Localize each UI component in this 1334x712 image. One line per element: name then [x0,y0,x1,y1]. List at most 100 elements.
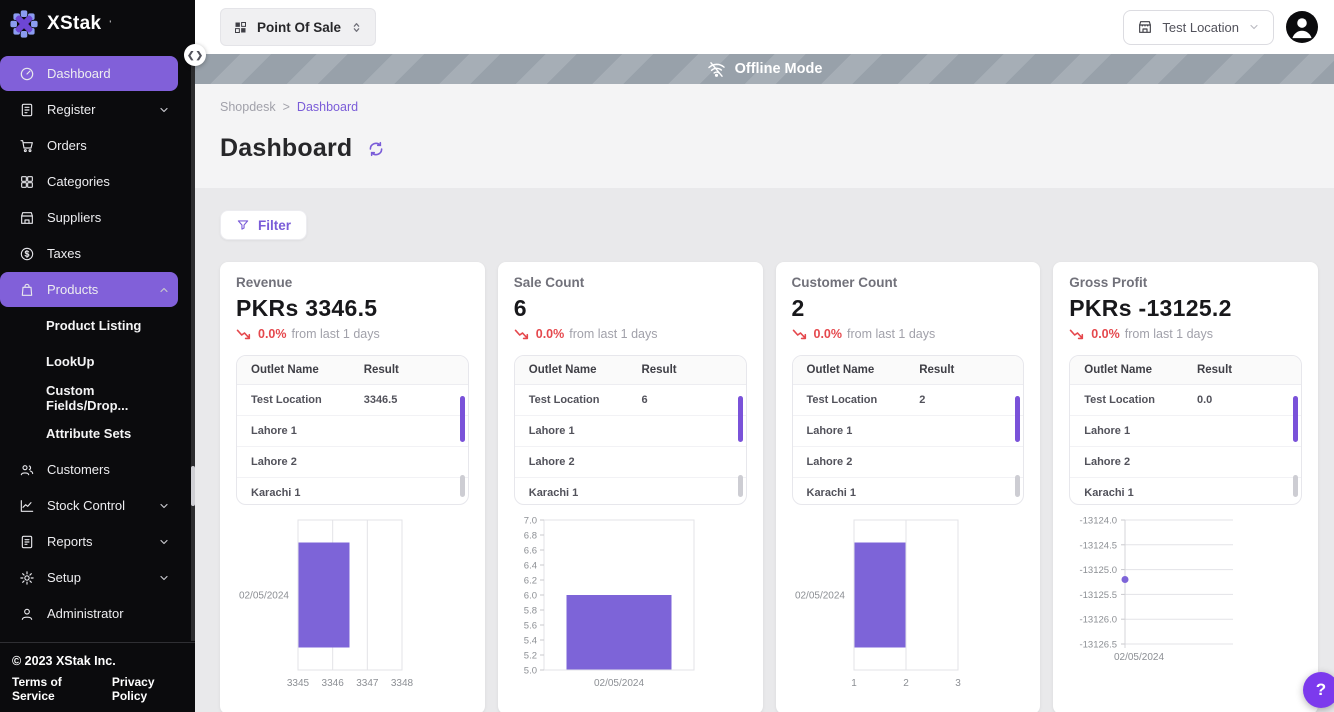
sidebar-item-attribute-sets[interactable]: Attribute Sets [46,426,132,441]
grid-icon [19,174,35,190]
trend-down-icon [792,328,809,341]
trend-caption: from last 1 days [291,327,380,341]
svg-text:6.0: 6.0 [524,591,537,602]
sidebar-item-categories[interactable]: Categories [0,164,178,199]
users-icon [19,462,35,478]
table-scrollbar-thumb[interactable] [1015,396,1021,442]
location-selector[interactable]: Test Location [1123,9,1274,45]
breadcrumb: Shopdesk > Dashboard [220,100,1334,114]
help-button[interactable]: ? [1303,672,1334,708]
chevron-right-icon: ❯ [195,49,204,60]
chevron-down-icon [158,500,170,512]
app-switcher-button[interactable]: Point Of Sale [220,8,377,46]
dollar-icon [19,246,35,262]
grid-icon [233,20,248,35]
outlet-results-table: Outlet Name Result Test Location 6 Lahore … [513,355,747,505]
sidebar-item-register[interactable]: Register [0,92,178,127]
metric-chart: 1 2 3 02/05/2024 [792,512,1025,703]
table-row: Lahore 2 [514,447,746,478]
terms-of-service-link[interactable]: Terms of Service [12,675,62,703]
bag-icon [19,282,35,298]
sidebar-item-custom-fields-drop[interactable]: Custom Fields/Drop... [46,382,129,413]
sidebar-item-product-listing[interactable]: Product Listing [46,318,142,333]
trend-row: 0.0% from last 1 days [236,327,469,341]
table-row: Lahore 1 [792,416,1024,447]
table-scrollbar-end [1015,475,1021,497]
svg-text:-13125.0: -13125.0 [1080,565,1118,576]
table-header-outlet-name: Outlet Name [1084,364,1152,376]
svg-text:2: 2 [903,678,909,689]
copyright-text: © 2023 XStak Inc. [12,654,116,668]
table-scrollbar-thumb[interactable] [459,396,465,442]
table-header-row: Outlet Name Result [792,356,1024,385]
table-header-row: Outlet Name Result [1070,356,1301,385]
chart-line-icon [19,498,35,514]
offline-banner-label: Offline Mode [734,61,823,77]
chevron-up-icon [158,284,170,296]
outlet-results-table: Outlet Name Result Test Location 3346.5 La… [236,355,469,505]
sidebar-item-orders[interactable]: Orders [0,128,178,163]
table-scrollbar-end [737,475,743,497]
table-row: Lahore 1 [1070,416,1301,447]
sidebar-collapse-button[interactable]: ❮ ❯ [184,44,206,66]
wifi-off-icon [707,60,726,79]
main-area: Point Of Sale Test Location [184,0,1334,712]
breadcrumb-separator: > [282,100,290,114]
svg-text:5.6: 5.6 [524,621,537,632]
privacy-policy-link[interactable]: Privacy Policy [111,675,155,703]
table-row: Lahore 2 [792,447,1024,478]
trend-percent: 0.0% [1091,327,1120,341]
trend-down-icon [236,328,253,341]
sidebar-item-taxes[interactable]: Taxes [0,236,178,271]
sidebar-item-lookup[interactable]: LookUp [46,354,95,369]
brand-name: XStak [47,13,102,34]
sidebar-item-reports[interactable]: Reports [0,524,178,559]
trend-row: 0.0% from last 1 days [514,327,747,341]
trend-caption: from last 1 days [1124,327,1213,341]
sidebar-item-suppliers[interactable]: Suppliers [0,200,178,235]
sidebar-item-setup[interactable]: Setup [0,560,178,595]
sidebar-scrollbar[interactable] [191,56,195,641]
svg-text:02/05/2024: 02/05/2024 [794,591,844,602]
card-title: Sale Count [513,275,585,290]
table-row: Lahore 1 [237,416,468,447]
dashboard-content: Filter Revenue PKRs 3346.5 0.0% from las… [195,188,1334,712]
svg-text:-13125.5: -13125.5 [1080,590,1118,601]
table-row: Lahore 1 [514,416,746,447]
table-scrollbar-thumb[interactable] [737,396,743,442]
sidebar-item-products[interactable]: Products [0,272,178,307]
table-row: Test Location 0.0 [1070,385,1301,416]
table-body: Test Location 6 Lahore 1 Lahore 2 Karachi 1 [514,385,746,504]
svg-text:02/05/2024: 02/05/2024 [594,678,644,689]
sidebar-footer: © 2023 XStak Inc. Terms of Service Priva… [0,642,195,712]
table-header-outlet-name: Outlet Name [251,364,319,376]
sidebar-item-dashboard[interactable]: Dashboard [0,56,178,91]
sidebar-nav: Dashboard Register Orders Categories Supplie… [0,48,195,631]
user-avatar[interactable] [1286,11,1318,43]
app-switcher-label: Point Of Sale [257,19,342,35]
metric-card-customer-count: Customer Count 2 0.0% from last 1 days O… [775,262,1041,712]
sidebar-item-customers[interactable]: Customers [0,452,178,487]
filter-button[interactable]: Filter [220,210,308,240]
xstak-logo-icon [9,9,39,39]
table-scrollbar-thumb[interactable] [1293,396,1298,442]
breadcrumb-shopdesk[interactable]: Shopdesk [220,100,276,114]
filter-label: Filter [258,217,292,233]
sidebar: XStak ' Dashboard Register Orders Categorie… [0,0,195,712]
chevron-left-icon: ❮ [186,49,195,60]
sidebar-item-administrator[interactable]: Administrator [0,596,178,631]
person-icon [19,606,35,622]
breadcrumb-dashboard[interactable]: Dashboard [296,100,359,114]
trend-percent: 0.0% [813,327,843,341]
outlet-results-table: Outlet Name Result Test Location 0.0 Lahor… [1069,355,1302,505]
refresh-icon[interactable] [367,140,385,158]
svg-text:6.2: 6.2 [524,576,537,587]
sidebar-item-stock-control[interactable]: Stock Control [0,488,178,523]
svg-text:3: 3 [955,678,961,689]
brand: XStak ' [0,0,195,48]
svg-text:-13126.0: -13126.0 [1080,615,1118,626]
trend-row: 0.0% from last 1 days [1069,327,1302,341]
table-row: Lahore 2 [237,447,468,478]
table-header-result: Result [641,364,677,376]
